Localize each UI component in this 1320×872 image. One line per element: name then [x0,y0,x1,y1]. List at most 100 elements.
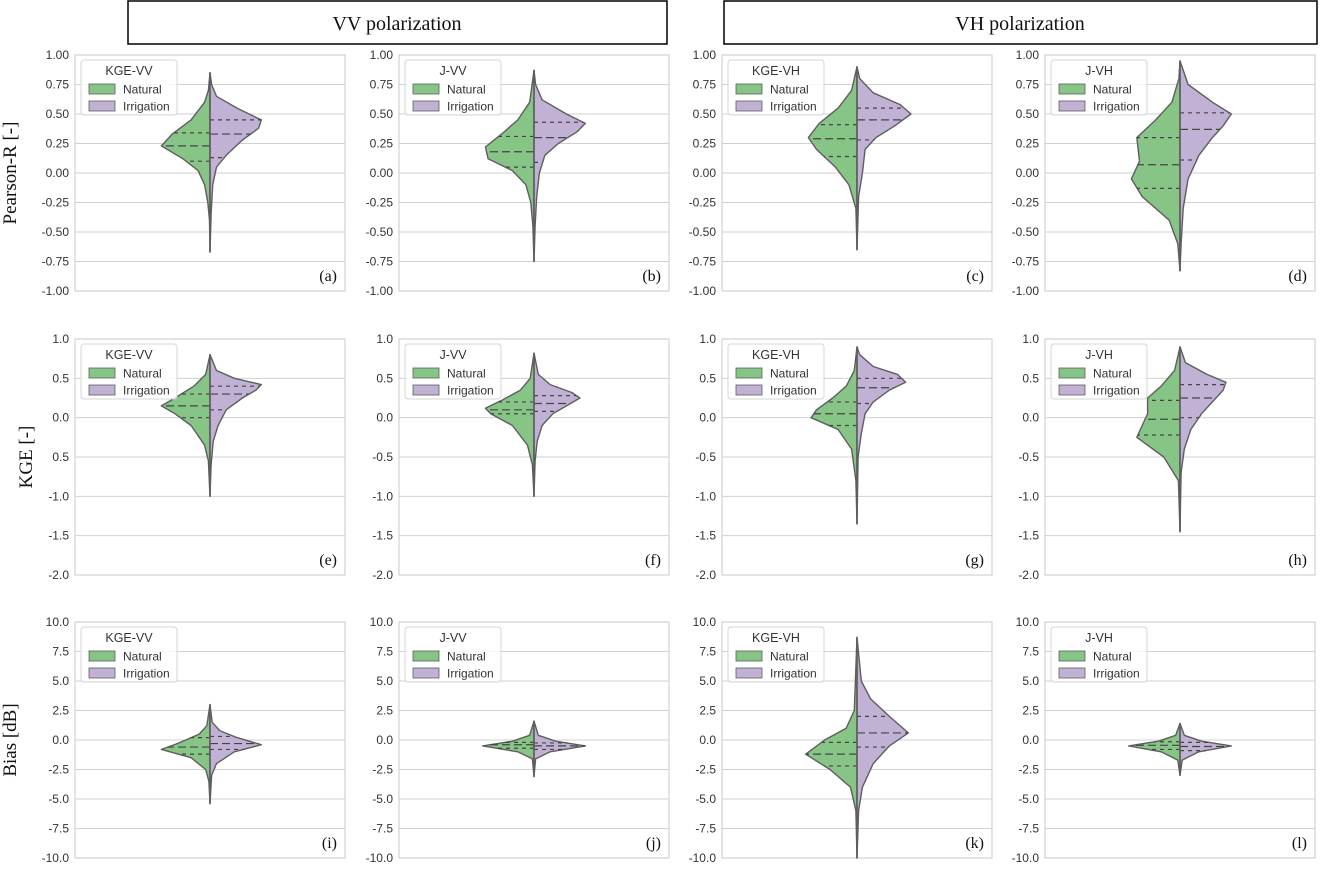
panels-grid: 1.000.750.500.250.00-0.25-0.50-0.75-1.00… [0,48,1316,865]
y-tick-label: 10.0 [46,615,70,629]
y-tick-label: -2.0 [48,568,69,582]
legend-swatch-irrigation [412,100,440,112]
legend-swatch-irrigation [1058,384,1086,396]
legend-title: J-VV [439,64,467,78]
chart-panel-g: 1.0 0.5 0.0 -0.5 -1.0 -1.5 -2.0 KGE-VH Natural Ir… [695,332,993,582]
y-tick-label: -0.50 [1012,225,1040,239]
y-tick-label: 0.5 [52,371,69,385]
chart-panel-f: 1.0 0.5 0.0 -0.5 -1.0 -1.5 -2.0 J-VV Natural Irri… [372,332,670,582]
y-tick-label: -2.5 [1018,763,1039,777]
y-tick-label: 0.5 [52,450,69,464]
legend-label-natural: Natural [770,367,809,381]
header-vh-text: VH polarization [955,13,1084,35]
y-tick-label: -5.0 [48,792,69,806]
panel-label: (g) [965,552,984,569]
y-tick-label: -1.00 [689,284,717,298]
y-tick-label: 5.0 [1022,674,1039,688]
y-tick-label: -7.5 [1018,822,1039,836]
legend: KGE-VV Natural Irrigation [80,343,178,400]
y-tick-label: 7.5 [1022,645,1039,659]
legend-label-irrigation: Irrigation [123,384,170,398]
legend-swatch-irrigation [412,384,440,396]
y-tick-label: -2.5 [372,763,393,777]
y-tick-label: -0.50 [366,225,394,239]
y-tick-label: 0.75 [370,78,394,92]
legend-title: KGE-VH [752,348,800,362]
y-tick-label: -2.0 [1018,568,1039,582]
y-tick-label: 0.50 [46,107,70,121]
panel-label: (c) [966,268,984,285]
legend-swatch-irrigation [735,384,763,396]
y-tick-label: -0.25 [366,196,394,210]
y-tick-label: -0.75 [366,255,394,269]
legend: KGE-VV Natural Irrigation [80,59,178,116]
y-tick-label: 0.00 [693,166,717,180]
panel-label: (k) [965,835,984,852]
y-tick-label: -0.75 [1012,255,1040,269]
panel-label: (b) [642,268,661,285]
y-tick-label: 2.5 [1022,704,1039,718]
legend-label-natural: Natural [447,650,486,664]
y-tick-label: -1.0 [695,489,716,503]
legend-swatch-natural [1058,650,1086,662]
y-tick-label: 0.0 [376,733,393,747]
y-tick-label: -7.5 [372,822,393,836]
y-tick-label: 0.25 [46,137,70,151]
y-tick-label: -1.5 [372,529,393,543]
y-tick-label: 0.75 [693,78,717,92]
irrigation-violin [1179,346,1227,533]
chart-panel-l: 10.0 7.5 5.0 2.5 0.0 -2.5 -5.0 -7.5 -10.0 J-VH Nat… [1012,615,1316,865]
y-tick-label: 7.5 [699,645,716,659]
legend-label-natural: Natural [770,650,809,664]
legend-swatch-natural [1058,83,1086,95]
y-tick-label: 0.25 [370,137,394,151]
panel-label: (f) [645,552,661,569]
legend: J-VV Natural Irrigation [404,626,502,683]
legend: J-VH Natural Irrigation [1050,343,1148,400]
y-tick-label: 0.0 [699,411,716,425]
legend: J-VH Natural Irrigation [1050,59,1148,116]
y-tick-label: -1.0 [1018,489,1039,503]
y-tick-label: -7.5 [695,822,716,836]
y-tick-label: 0.50 [693,107,717,121]
legend-label-natural: Natural [1093,650,1132,664]
y-tick-label: -10.0 [42,851,70,865]
y-tick-label: 2.5 [376,704,393,718]
y-tick-label: -10.0 [689,851,717,865]
chart-panel-b: 1.00 0.75 0.50 0.25 0.00 -0.25 -0.50 -0.75 -1.00… [366,48,670,298]
legend-swatch-natural [88,367,116,379]
y-axis-label: KGE [-] [16,426,37,489]
y-tick-label: 0.5 [699,371,716,385]
chart-panel-d: 1.00 0.75 0.50 0.25 0.00 -0.25 -0.50 -0.75 -1.00… [1012,48,1316,298]
legend-label-irrigation: Irrigation [1093,100,1140,114]
legend-label-natural: Natural [123,367,162,381]
y-tick-label: 0.00 [370,166,394,180]
legend-label-natural: Natural [447,367,486,381]
y-tick-label: -1.5 [1018,529,1039,543]
chart-panel-e: 1.0 0.5 0.0 0.5 -1.0 -1.5 -2.0 KGE-VV Natural Irr… [16,332,346,582]
legend-swatch-natural [412,367,440,379]
y-tick-label: -0.5 [695,450,716,464]
y-axis-label: Bias [dB] [0,703,21,776]
chart-panel-i: 10.0 7.5 5.0 2.5 0.0 -2.5 -5.0 -7.5 -10.0 KGE-VV N… [0,615,346,865]
legend-label-irrigation: Irrigation [770,384,817,398]
legend: KGE-VH Natural Irrigation [727,59,825,116]
y-tick-label: -1.5 [48,529,69,543]
y-tick-label: -7.5 [48,822,69,836]
y-tick-label: -5.0 [372,792,393,806]
legend-label-irrigation: Irrigation [770,100,817,114]
legend-label-natural: Natural [123,83,162,97]
irrigation-violin [209,703,262,805]
legend: KGE-VH Natural Irrigation [727,626,825,683]
natural-violin [484,69,535,263]
natural-violin [810,346,858,525]
legend-swatch-irrigation [88,100,116,112]
y-tick-label: -1.5 [695,529,716,543]
legend-label-natural: Natural [1093,367,1132,381]
y-tick-label: -5.0 [695,792,716,806]
y-tick-label: 0.00 [46,166,70,180]
legend-label-natural: Natural [770,83,809,97]
legend-title: J-VH [1085,348,1113,362]
legend-swatch-irrigation [88,667,116,679]
